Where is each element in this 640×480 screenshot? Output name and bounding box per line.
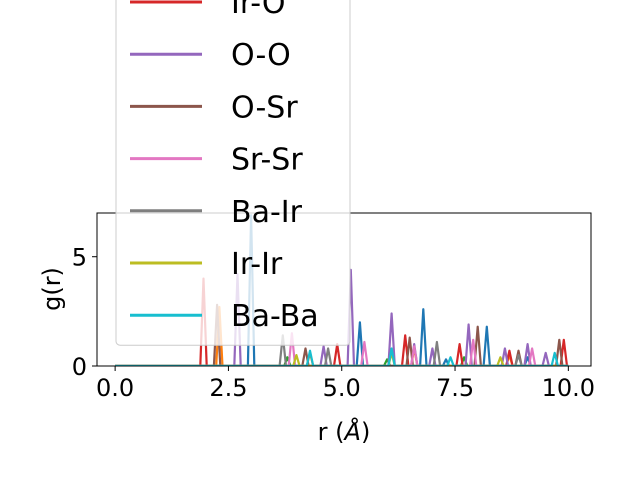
y-tick-label: 5	[72, 244, 87, 272]
legend: Ir-O O-O O-Sr Sr-Sr Ba-Ir Ir-Ir Ba-Ba	[115, 0, 351, 346]
series-layer	[115, 214, 569, 366]
x-tick-label: 7.5	[436, 374, 474, 402]
legend-label: O-O	[231, 38, 291, 73]
series-line-sr-sr	[115, 332, 569, 366]
y-tick-label: 0	[72, 353, 87, 381]
x-tick-label: 2.5	[209, 374, 247, 402]
y-axis: 05	[72, 244, 97, 381]
legend-label: O-Sr	[231, 90, 298, 125]
x-tick-label: 10.0	[542, 374, 595, 402]
y-axis-label: g(r)	[38, 267, 66, 311]
legend-label: Ir-Ir	[231, 247, 283, 282]
legend-label: Sr-Sr	[231, 143, 303, 178]
legend-label: Ba-Ba	[231, 299, 319, 334]
x-axis: 0.0 2.5 5.0 7.5 10.0	[96, 366, 595, 402]
legend-label: Ba-Ir	[231, 195, 303, 230]
x-tick-label: 5.0	[323, 374, 361, 402]
x-axis-label: r (Å)	[318, 417, 371, 446]
legend-label: Ir-O	[231, 0, 286, 21]
legend-box	[115, 0, 351, 346]
series-line-o-o	[115, 268, 569, 366]
series-line-ba-ba	[115, 347, 569, 366]
x-tick-label: 0.0	[96, 374, 134, 402]
series-line-ir-ir	[115, 351, 569, 366]
